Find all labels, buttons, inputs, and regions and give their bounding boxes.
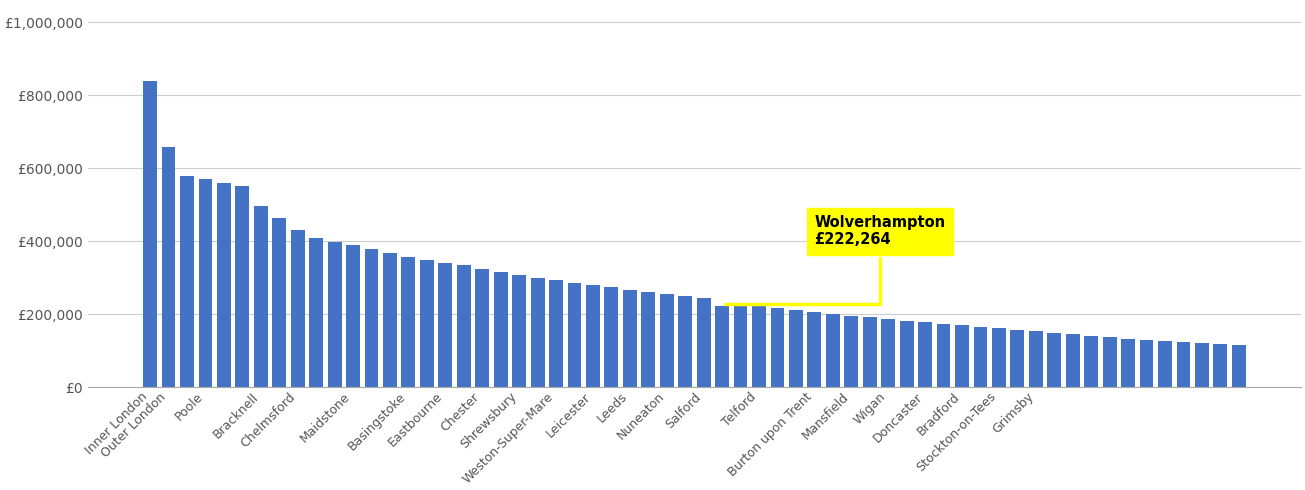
Bar — [273, 218, 286, 388]
Bar — [402, 257, 415, 388]
Bar — [180, 176, 194, 388]
Text: Wolverhampton
£222,264: Wolverhampton £222,264 — [724, 215, 946, 304]
Bar — [162, 147, 175, 388]
Bar — [733, 303, 748, 388]
Bar — [1103, 337, 1117, 388]
Bar — [1121, 339, 1135, 388]
Bar — [899, 320, 914, 388]
Bar — [937, 324, 950, 388]
Bar — [660, 294, 673, 388]
Bar — [1084, 336, 1098, 388]
Bar — [770, 308, 784, 388]
Bar — [493, 272, 508, 388]
Bar — [438, 263, 453, 388]
Bar — [1195, 343, 1208, 388]
Bar — [604, 288, 619, 388]
Bar — [622, 290, 637, 388]
Bar — [1177, 342, 1190, 388]
Bar — [974, 327, 988, 388]
Bar — [198, 179, 213, 388]
Bar — [475, 269, 489, 388]
Bar — [790, 310, 803, 388]
Bar — [384, 253, 397, 388]
Bar — [752, 305, 766, 388]
Bar — [328, 242, 342, 388]
Bar — [568, 283, 582, 388]
Bar — [1066, 334, 1079, 388]
Bar — [697, 298, 711, 388]
Bar — [549, 280, 562, 388]
Bar — [254, 206, 268, 388]
Bar — [1048, 333, 1061, 388]
Bar — [641, 292, 655, 388]
Bar — [144, 81, 157, 388]
Bar — [826, 314, 839, 388]
Bar — [679, 296, 692, 388]
Bar — [364, 249, 378, 388]
Bar — [992, 328, 1006, 388]
Bar — [808, 312, 821, 388]
Bar — [1139, 340, 1154, 388]
Bar — [881, 319, 895, 388]
Bar — [512, 275, 526, 388]
Bar — [1010, 330, 1024, 388]
Bar — [1158, 341, 1172, 388]
Bar — [217, 183, 231, 388]
Bar — [457, 265, 471, 388]
Bar — [844, 316, 859, 388]
Bar — [235, 186, 249, 388]
Bar — [955, 325, 968, 388]
Bar — [863, 318, 877, 388]
Bar — [1214, 344, 1227, 388]
Bar — [346, 245, 360, 388]
Bar — [420, 260, 433, 388]
Bar — [1028, 331, 1043, 388]
Bar — [715, 306, 729, 388]
Bar — [309, 238, 324, 388]
Bar — [586, 285, 600, 388]
Bar — [1232, 345, 1246, 388]
Bar — [531, 278, 544, 388]
Bar — [919, 322, 932, 388]
Bar — [291, 230, 304, 388]
